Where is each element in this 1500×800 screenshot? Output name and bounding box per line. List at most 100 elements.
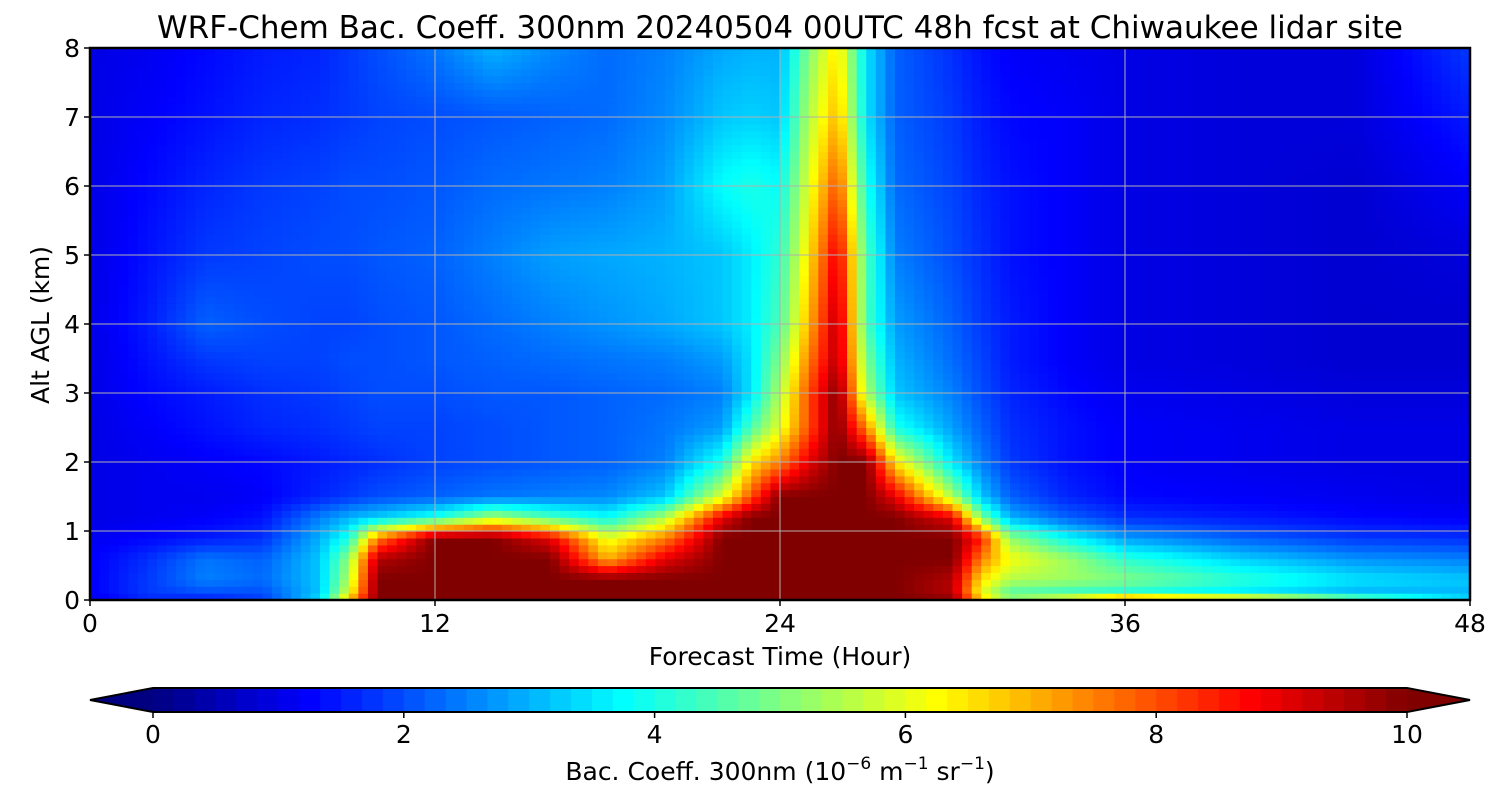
- heatmap-cell: [185, 537, 197, 546]
- heatmap-cell: [415, 489, 427, 498]
- heatmap-cell: [1134, 393, 1145, 401]
- heatmap-cell: [933, 420, 944, 429]
- heatmap-cell: [597, 455, 609, 463]
- heatmap-cell: [1335, 565, 1347, 573]
- heatmap-cell: [856, 593, 867, 601]
- heatmap-cell: [569, 420, 580, 429]
- heatmap-cell: [1172, 551, 1184, 560]
- heatmap-cell: [1153, 420, 1164, 429]
- heatmap-cell: [1297, 441, 1308, 449]
- heatmap-cell: [895, 482, 906, 491]
- heatmap-cell: [645, 558, 657, 567]
- heatmap-cell: [1115, 572, 1126, 580]
- heatmap-cell: [406, 358, 417, 366]
- heatmap-cell: [1383, 517, 1394, 525]
- heatmap-cell: [166, 358, 177, 366]
- heatmap-cell: [684, 462, 695, 470]
- heatmap-cell: [914, 503, 925, 511]
- heatmap-cell: [1000, 358, 1011, 366]
- heatmap-cell: [578, 489, 589, 498]
- heatmap-cell: [1067, 386, 1078, 394]
- heatmap-cell: [674, 544, 685, 553]
- heatmap-cell: [1412, 565, 1423, 573]
- heatmap-cell: [1383, 406, 1394, 415]
- heatmap-cell: [185, 372, 197, 380]
- heatmap-cell: [1010, 448, 1021, 456]
- heatmap-cell: [1402, 558, 1414, 567]
- heatmap-cell: [693, 379, 704, 387]
- heatmap-cell: [904, 372, 915, 380]
- heatmap-cell: [1010, 572, 1021, 580]
- heatmap-cell: [856, 413, 867, 422]
- heatmap-cell: [895, 455, 906, 463]
- heatmap-cell: [588, 372, 599, 380]
- heatmap-cell: [1163, 593, 1174, 601]
- heatmap-cell: [473, 572, 484, 580]
- heatmap-cell: [780, 489, 791, 498]
- heatmap-cell: [674, 365, 685, 373]
- heatmap-cell: [511, 544, 522, 553]
- heatmap-cell: [933, 427, 944, 435]
- heatmap-cell: [693, 482, 704, 491]
- heatmap-cell: [1000, 399, 1011, 408]
- heatmap-cell: [1010, 503, 1021, 511]
- heatmap-cell: [1326, 558, 1337, 567]
- heatmap-cell: [511, 586, 522, 594]
- heatmap-cell: [1374, 551, 1385, 560]
- heatmap-cell: [482, 393, 494, 401]
- heatmap-cell: [128, 413, 139, 422]
- heatmap-cell: [866, 462, 877, 470]
- heatmap-cell: [396, 413, 407, 422]
- heatmap-cell: [540, 468, 551, 477]
- heatmap-cell: [597, 482, 609, 491]
- heatmap-cell: [1460, 551, 1471, 560]
- heatmap-cell: [1029, 455, 1040, 463]
- heatmap-cell: [1307, 462, 1318, 470]
- heatmap-cell: [751, 586, 762, 594]
- heatmap-cell: [1287, 420, 1299, 429]
- heatmap-cell: [1029, 565, 1040, 573]
- heatmap-cell: [1431, 579, 1442, 587]
- heatmap-cell: [1144, 393, 1155, 401]
- heatmap-cell: [1144, 427, 1155, 435]
- heatmap-cell: [665, 427, 676, 435]
- heatmap-cell: [981, 593, 992, 601]
- heatmap-cell: [109, 393, 120, 401]
- heatmap-cell: [856, 365, 867, 373]
- heatmap-cell: [1125, 572, 1136, 580]
- heatmap-cell: [1326, 579, 1337, 587]
- heatmap-cell: [99, 413, 110, 422]
- heatmap-cell: [482, 489, 494, 498]
- heatmap-cell: [952, 544, 963, 553]
- heatmap-cell: [1460, 406, 1471, 415]
- heatmap-cell: [1211, 386, 1222, 394]
- heatmap-cell: [1019, 572, 1030, 580]
- heatmap-cell: [176, 386, 187, 394]
- heatmap-cell: [454, 393, 465, 401]
- heatmap-cell: [1278, 379, 1289, 387]
- heatmap-cell: [1383, 510, 1394, 518]
- heatmap-cell: [147, 558, 158, 567]
- heatmap-cell: [492, 503, 503, 511]
- heatmap-cell: [300, 448, 312, 456]
- heatmap-cell: [1345, 482, 1356, 491]
- heatmap-cell: [1450, 468, 1462, 477]
- heatmap-cell: [1450, 537, 1462, 546]
- heatmap-cell: [895, 399, 906, 408]
- heatmap-cell: [1067, 517, 1078, 525]
- heatmap-cell: [732, 413, 743, 422]
- heatmap-cell: [1115, 372, 1126, 380]
- heatmap-cell: [1057, 586, 1069, 594]
- heatmap-cell: [1268, 365, 1279, 373]
- heatmap-cell: [1316, 489, 1327, 498]
- heatmap-cell: [511, 427, 522, 435]
- heatmap-cell: [415, 441, 427, 449]
- heatmap-cell: [1038, 489, 1049, 498]
- heatmap-cell: [712, 448, 724, 456]
- heatmap-cell: [952, 441, 963, 449]
- heatmap-cell: [1402, 468, 1414, 477]
- heatmap-cell: [329, 489, 340, 498]
- heatmap-cell: [1374, 379, 1385, 387]
- heatmap-cell: [1249, 482, 1260, 491]
- heatmap-cell: [1326, 475, 1337, 484]
